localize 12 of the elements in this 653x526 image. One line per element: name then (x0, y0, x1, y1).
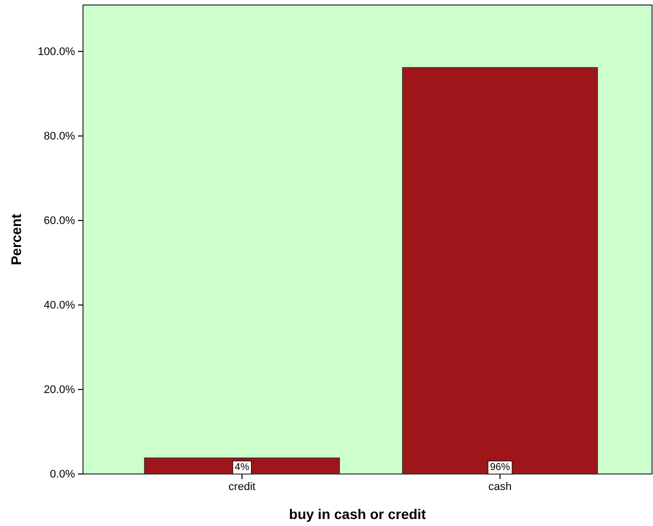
y-tick-label: 40.0% (44, 300, 76, 312)
y-axis-title: Percent (8, 213, 24, 266)
x-tick-label: credit (228, 480, 256, 493)
y-tick-label: 100.0% (38, 46, 76, 58)
y-tick-label: 20.0% (44, 384, 76, 396)
y-tick-label: 60.0% (44, 215, 76, 228)
y-tick-label: 0.0% (50, 468, 76, 481)
data-label: 96% (490, 462, 510, 473)
y-tick-label: 80.0% (44, 130, 76, 142)
x-axis-title: buy in cash or credit (289, 506, 426, 522)
data-label: 4% (234, 462, 250, 473)
x-tick-label: cash (488, 480, 512, 493)
